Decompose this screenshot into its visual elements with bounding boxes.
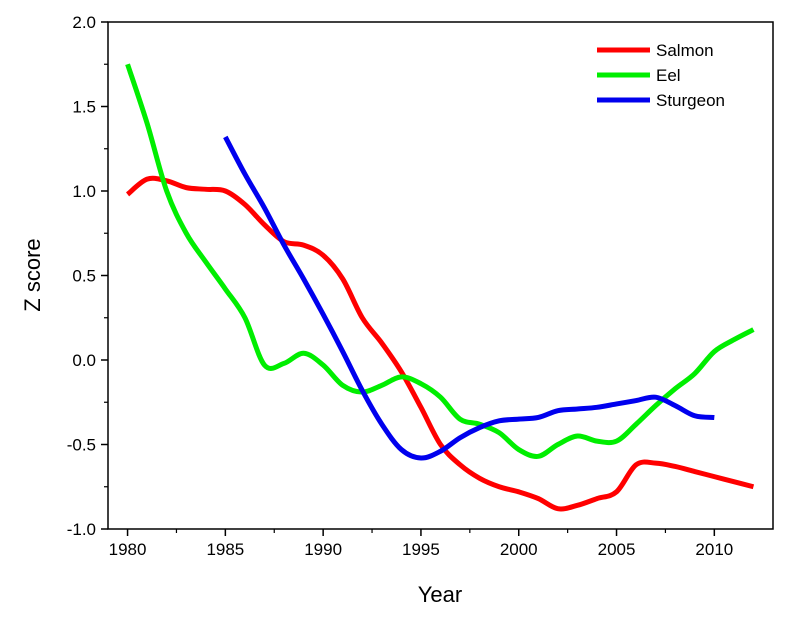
y-tick-label: 0.0 — [72, 351, 96, 370]
x-tick-label: 2005 — [598, 540, 636, 559]
y-tick-label: 1.5 — [72, 98, 96, 117]
legend-label-sturgeon: Sturgeon — [656, 91, 725, 110]
y-axis-title: Z score — [20, 238, 45, 311]
x-axis-title: Year — [418, 582, 462, 607]
series-line-salmon — [125, 175, 755, 512]
y-tick-label: -0.5 — [67, 436, 96, 455]
y-axis-ticks: -1.0 -0.5 0.0 0.5 1.0 1.5 2.0 — [67, 13, 108, 539]
x-tick-label: 1995 — [402, 540, 440, 559]
y-tick-label: 1.0 — [72, 182, 96, 201]
x-tick-label: 1990 — [304, 540, 342, 559]
legend-label-salmon: Salmon — [656, 41, 714, 60]
x-tick-label: 2010 — [695, 540, 733, 559]
x-tick-label: 1980 — [109, 540, 147, 559]
y-tick-label: 0.5 — [72, 267, 96, 286]
x-axis-ticks: 1980 1985 1990 1995 2000 2005 2010 — [109, 529, 733, 559]
legend-label-eel: Eel — [656, 66, 681, 85]
series-line-sturgeon — [223, 135, 715, 461]
y-tick-label: -1.0 — [67, 520, 96, 539]
x-tick-label: 1985 — [206, 540, 244, 559]
series-lines — [125, 63, 755, 512]
legend: Salmon Eel Sturgeon — [597, 41, 725, 110]
series-line-eel — [125, 63, 755, 459]
x-tick-label: 2000 — [500, 540, 538, 559]
y-tick-label: 2.0 — [72, 13, 96, 32]
